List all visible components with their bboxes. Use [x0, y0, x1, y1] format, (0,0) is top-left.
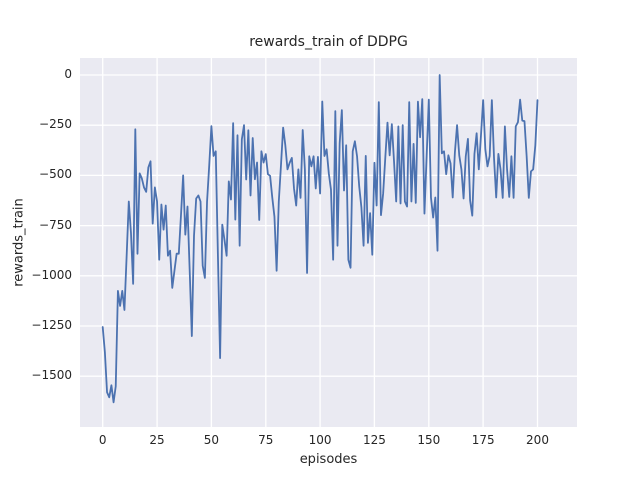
- line-chart-canvas: [80, 58, 577, 427]
- x-axis-label: episodes: [299, 452, 358, 467]
- grid-lines: [80, 58, 577, 427]
- x-tick-label: 0: [98, 433, 107, 447]
- x-tick-label: 125: [362, 433, 386, 447]
- x-tick-label: 75: [258, 433, 274, 447]
- chart-title: rewards_train of DDPG: [249, 34, 408, 50]
- x-tick-label: 175: [471, 433, 495, 447]
- x-tick-label: 50: [203, 433, 220, 447]
- y-axis-label: rewards_train: [11, 198, 27, 287]
- x-tick-label: 25: [149, 433, 165, 447]
- x-tick-label: 100: [308, 433, 332, 447]
- y-tick-label: −750: [39, 217, 72, 232]
- y-tick-label: −250: [39, 117, 72, 132]
- y-tick-label: 0: [64, 67, 72, 81]
- x-tick-label: 200: [526, 433, 549, 447]
- rewards-train-line: [101, 74, 539, 404]
- y-tick-label: −1250: [31, 318, 72, 332]
- plot-area: [80, 58, 577, 427]
- x-tick-label: 150: [417, 433, 441, 447]
- y-tick-label: −1000: [31, 267, 72, 282]
- y-tick-label: −1500: [31, 368, 72, 383]
- y-tick-label: −500: [39, 167, 72, 182]
